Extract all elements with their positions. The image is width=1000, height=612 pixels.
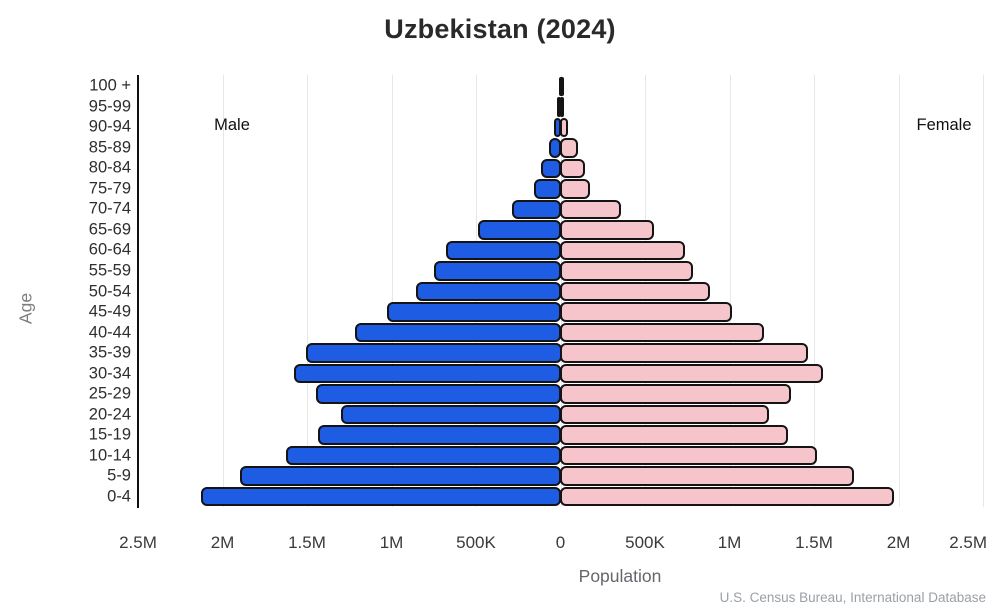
bar-female-90-94 xyxy=(559,117,569,138)
x-tick-1-2M: 2M xyxy=(210,533,235,552)
bar-female-100+ xyxy=(559,76,564,97)
gridline-1M xyxy=(391,75,393,507)
gridline-2.5M xyxy=(983,75,984,507)
bar-male-25-29 xyxy=(316,384,562,404)
bar-male-50-54 xyxy=(415,281,562,302)
bar-male-20-24 xyxy=(341,404,562,425)
age-label-85-89: 85-89 xyxy=(88,138,131,157)
age-label-45-49: 45-49 xyxy=(88,302,131,321)
age-label-10-14: 10-14 xyxy=(88,446,131,465)
male-series-label: Male xyxy=(214,116,250,134)
bar-female-80-84 xyxy=(559,158,586,179)
age-label-15-19: 15-19 xyxy=(88,425,131,444)
bar-female-85-89 xyxy=(559,138,579,158)
gridline-2M xyxy=(898,75,900,507)
age-label-0-4: 0-4 xyxy=(107,487,131,506)
bar-female-55-59 xyxy=(559,261,694,281)
bar-male-15-19 xyxy=(317,425,562,445)
bar-male-60-64 xyxy=(446,240,562,261)
x-tick-8-1.5M: 1.5M xyxy=(795,533,833,552)
bar-male-70-74 xyxy=(512,199,562,220)
bar-female-25-29 xyxy=(559,384,792,404)
x-tick-7-1M: 1M xyxy=(717,533,742,552)
x-tick-5-0: 0 xyxy=(555,533,566,552)
age-label-70-74: 70-74 xyxy=(88,199,131,218)
x-tick-9-2M: 2M xyxy=(886,533,911,552)
bar-male-45-49 xyxy=(387,302,562,322)
x-tick-0-2.5M: 2.5M xyxy=(119,533,157,552)
age-label-60-64: 60-64 xyxy=(88,240,131,259)
bar-female-35-39 xyxy=(559,343,809,363)
bar-female-40-44 xyxy=(559,322,765,343)
bar-female-65-69 xyxy=(559,220,655,240)
age-label-55-59: 55-59 xyxy=(88,261,131,280)
age-label-25-29: 25-29 xyxy=(88,384,131,403)
female-series-label: Female xyxy=(916,116,972,134)
age-label-80-84: 80-84 xyxy=(88,158,131,177)
bar-female-70-74 xyxy=(559,199,621,220)
age-label-95-99: 95-99 xyxy=(88,97,131,116)
bar-male-30-34 xyxy=(294,363,562,384)
x-tick-10-2.5M: 2.5M xyxy=(949,533,987,552)
bar-female-10-14 xyxy=(559,445,817,466)
y-axis-line xyxy=(137,75,139,508)
bar-female-30-34 xyxy=(559,363,824,384)
bar-male-65-69 xyxy=(478,220,562,240)
bar-female-15-19 xyxy=(559,425,788,445)
age-label-35-39: 35-39 xyxy=(88,343,131,362)
x-tick-4-500K: 500K xyxy=(456,533,496,552)
age-label-75-79: 75-79 xyxy=(88,179,131,198)
bar-male-35-39 xyxy=(306,343,562,363)
x-tick-6-500K: 500K xyxy=(625,533,665,552)
x-tick-2-1.5M: 1.5M xyxy=(288,533,326,552)
bar-male-75-79 xyxy=(534,179,562,199)
age-label-100+: 100 + xyxy=(89,76,131,95)
source-attribution: U.S. Census Bureau, International Databa… xyxy=(719,590,986,605)
y-axis-title: Age xyxy=(15,292,36,325)
bar-female-20-24 xyxy=(559,404,770,425)
gridline-2M xyxy=(222,75,224,507)
age-label-65-69: 65-69 xyxy=(88,220,131,239)
bar-female-75-79 xyxy=(559,179,591,199)
bar-male-5-9 xyxy=(240,466,562,486)
bar-male-80-84 xyxy=(540,158,562,179)
age-label-20-24: 20-24 xyxy=(88,405,131,424)
bar-female-5-9 xyxy=(559,466,854,486)
age-label-5-9: 5-9 xyxy=(107,466,131,485)
age-label-50-54: 50-54 xyxy=(88,282,131,300)
bar-female-95-99 xyxy=(559,97,565,117)
x-tick-3-1M: 1M xyxy=(379,533,404,552)
bar-male-55-59 xyxy=(434,261,562,281)
chart-title: Uzbekistan (2024) xyxy=(384,14,616,44)
bar-male-40-44 xyxy=(355,322,562,343)
x-axis-title-text: Population xyxy=(578,566,662,586)
gridline-1M xyxy=(729,75,731,507)
bar-male-10-14 xyxy=(285,445,562,466)
bar-female-45-49 xyxy=(559,302,733,322)
bar-female-0-4 xyxy=(559,486,895,507)
age-label-30-34: 30-34 xyxy=(88,364,131,383)
bar-female-50-54 xyxy=(559,281,711,302)
bar-female-60-64 xyxy=(559,240,685,261)
bar-male-0-4 xyxy=(201,486,562,507)
age-label-40-44: 40-44 xyxy=(88,323,131,342)
x-axis-title: Population xyxy=(0,566,1000,587)
gridline-1.5M xyxy=(307,75,308,507)
age-label-90-94: 90-94 xyxy=(88,117,131,136)
gridline-1.5M xyxy=(814,75,815,507)
